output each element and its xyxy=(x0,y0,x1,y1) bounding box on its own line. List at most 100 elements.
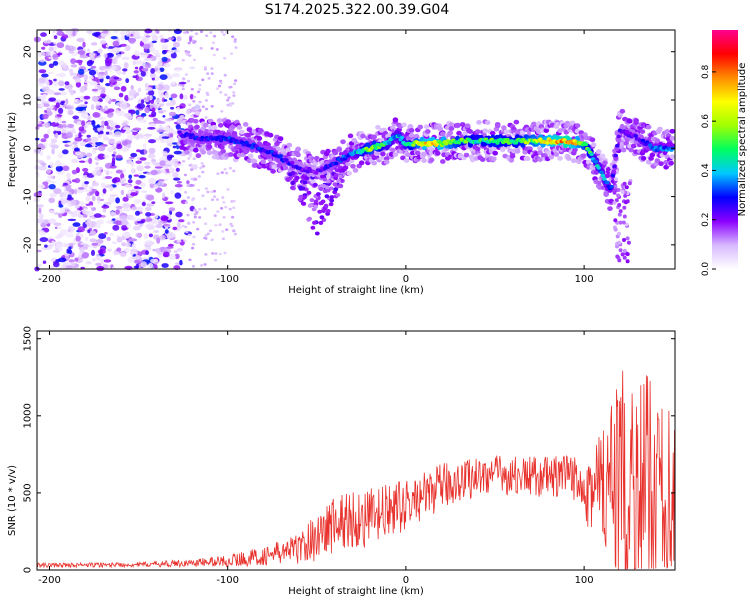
noise-blob xyxy=(111,153,116,157)
noise-blob xyxy=(126,161,133,165)
noise-blob xyxy=(140,99,145,104)
colorbar: 0.0 0.2 0.4 0.6 0.8 Normalized spectral ampl… xyxy=(701,30,748,276)
ridge-peak xyxy=(334,161,339,166)
noise-blob xyxy=(141,67,149,72)
snr-x-axis-label: Height of straight line (km) xyxy=(288,586,424,597)
colorbar-gradient xyxy=(712,30,738,269)
ridge-halo xyxy=(211,125,218,130)
noise-blob xyxy=(133,31,141,37)
noise-blob xyxy=(92,126,98,131)
noise-blob xyxy=(226,98,230,102)
noise-blob xyxy=(53,41,57,45)
noise-blob xyxy=(155,247,161,254)
noise-blob xyxy=(115,169,124,174)
noise-blob xyxy=(116,70,122,75)
noise-blob xyxy=(100,193,105,197)
ridge-lobe xyxy=(614,177,618,182)
y-tick-label: 20 xyxy=(23,45,34,58)
noise-blob xyxy=(187,41,191,45)
noise-blob xyxy=(176,239,182,243)
ridge-peak xyxy=(218,138,224,143)
noise-blob xyxy=(70,72,77,76)
noise-blob xyxy=(121,242,126,247)
noise-blob xyxy=(137,87,142,93)
ridge-halo xyxy=(474,129,481,135)
ridge-halo xyxy=(669,154,676,160)
noise-blob xyxy=(74,151,81,156)
noise-blob xyxy=(120,189,125,196)
noise-blob xyxy=(211,147,215,151)
noise-blob xyxy=(144,240,153,246)
ridge-halo xyxy=(509,153,516,159)
noise-blob xyxy=(55,243,62,249)
noise-blob xyxy=(56,42,65,49)
spectrogram-x-axis-label: Height of straight line (km) xyxy=(288,285,424,296)
noise-blob xyxy=(54,117,58,124)
ridge-halo xyxy=(403,158,410,164)
noise-blob xyxy=(214,252,218,255)
noise-blob xyxy=(53,261,60,268)
noise-blob xyxy=(132,75,138,78)
noise-blob xyxy=(74,205,80,209)
ridge-halo xyxy=(571,158,577,164)
noise-blob xyxy=(141,38,149,44)
ridge-lobe xyxy=(312,220,317,225)
ridge-lobe xyxy=(618,209,623,214)
noise-blob xyxy=(91,181,100,187)
noise-blob xyxy=(217,84,222,88)
noise-blob xyxy=(142,143,147,150)
noise-blob xyxy=(113,151,117,155)
noise-blob xyxy=(158,124,163,128)
x-tick-label: 100 xyxy=(575,274,594,285)
noise-blob xyxy=(196,227,200,231)
snr-frame xyxy=(36,330,676,571)
noise-blob xyxy=(70,105,75,110)
noise-blob xyxy=(232,169,236,173)
ridge-halo xyxy=(371,160,378,166)
ridge-peak xyxy=(583,142,589,147)
ridge-halo xyxy=(375,124,381,130)
noise-blob xyxy=(53,80,58,87)
ridge-peak xyxy=(602,177,607,181)
ridge-lobe xyxy=(625,236,630,241)
ridge-halo xyxy=(277,136,284,142)
noise-blob xyxy=(98,145,106,152)
ridge-halo xyxy=(491,146,497,151)
noise-blob xyxy=(154,98,162,104)
noise-blob xyxy=(229,222,233,226)
noise-blob xyxy=(121,224,127,231)
noise-blob xyxy=(111,156,116,164)
noise-blob xyxy=(92,150,97,154)
noise-blob xyxy=(223,73,227,77)
noise-blob xyxy=(221,230,225,233)
noise-blob xyxy=(72,141,78,145)
noise-blob xyxy=(126,106,131,110)
noise-blob xyxy=(160,126,169,130)
ridge-lobe xyxy=(290,185,295,190)
noise-blob xyxy=(186,213,190,217)
noise-blob xyxy=(72,222,81,227)
noise-blob xyxy=(123,62,129,69)
noise-blob xyxy=(226,188,230,191)
spectrogram-y-ticks: -20 -10 0 10 20 xyxy=(23,45,675,253)
ridge-peak xyxy=(600,173,606,178)
noise-blob xyxy=(159,234,166,241)
ridge-halo xyxy=(425,129,431,134)
noise-blob xyxy=(50,144,59,149)
noise-blob xyxy=(111,58,117,65)
noise-blob xyxy=(223,168,227,171)
noise-blob xyxy=(99,249,103,256)
ridge-lobe xyxy=(320,174,325,179)
noise-blob xyxy=(192,95,197,99)
ridge-halo xyxy=(668,160,674,166)
noise-blob xyxy=(106,248,112,252)
noise-blob xyxy=(214,224,218,227)
ridge-lobe xyxy=(622,248,627,253)
noise-blob xyxy=(146,223,156,231)
noise-blob xyxy=(134,50,141,57)
noise-blob xyxy=(176,181,182,184)
noise-blob xyxy=(150,158,157,163)
ridge-lobe xyxy=(613,184,618,189)
noise-blob xyxy=(94,101,102,106)
noise-blob xyxy=(165,62,170,68)
